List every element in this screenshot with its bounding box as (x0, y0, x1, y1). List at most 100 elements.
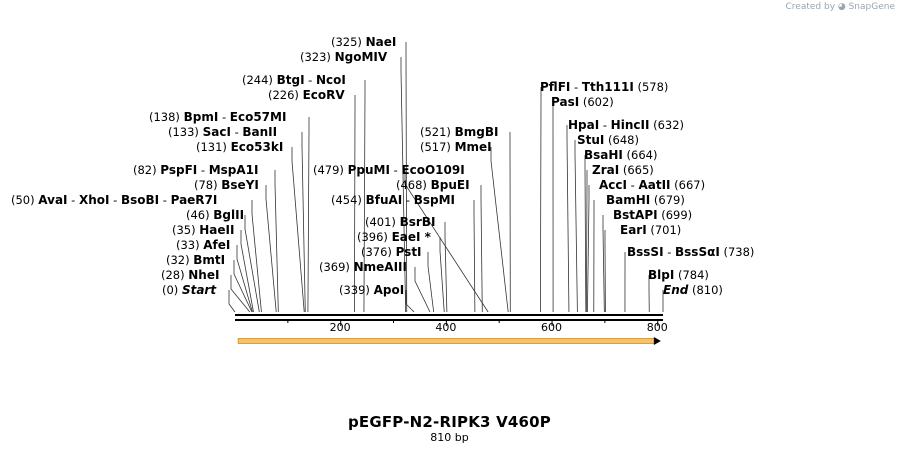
enzyme-name: AccI (599, 178, 627, 192)
site-label[interactable]: BlpI (784) (648, 268, 709, 282)
site-label[interactable]: BssSI - BssSαI (738) (627, 245, 754, 259)
plasmid-title: pEGFP-N2-RIPK3 V460P (347, 413, 552, 431)
enzyme-name: SacI (203, 125, 231, 139)
enzyme-name: ZraI (592, 163, 619, 177)
site-label[interactable]: (323) NgoMIV (300, 50, 388, 64)
site-position: (323) (300, 50, 335, 64)
site-label[interactable]: (28) NheI (161, 268, 219, 282)
site-label[interactable]: (35) HaeII (172, 223, 234, 237)
enzyme-name: BtgI (277, 73, 305, 87)
site-position: (701) (647, 223, 682, 237)
name-separator: - (68, 193, 79, 207)
site-label[interactable]: EarI (701) (620, 223, 681, 237)
leader-line (233, 260, 253, 313)
enzyme-name: BmtI (193, 253, 225, 267)
site-label[interactable]: (401) BsrBI (365, 215, 435, 229)
site-label[interactable]: (479) PpuMI - EcoO109I (313, 163, 465, 177)
enzyme-name: EaeI * (392, 230, 432, 244)
enzyme-name: BsaHI (584, 148, 623, 162)
site-label[interactable]: (78) BseYI (194, 178, 259, 192)
leader-line (363, 80, 366, 313)
enzyme-name: HaeII (199, 223, 234, 237)
site-label[interactable]: (468) BpuEI (396, 178, 470, 192)
tick-label: 600 (541, 321, 562, 334)
site-position: (339) (339, 283, 374, 297)
enzyme-name: EcoO109I (401, 163, 464, 177)
enzyme-name: NcoI (316, 73, 346, 87)
site-label[interactable]: ZraI (665) (592, 163, 654, 177)
site-label[interactable]: (32) BmtI (166, 253, 225, 267)
tick-label: 400 (435, 321, 456, 334)
site-position: (35) (172, 223, 199, 237)
enzyme-name: Start (182, 283, 217, 297)
site-label[interactable]: (244) BtgI - NcoI (242, 73, 346, 87)
site-label[interactable]: (396) EaeI * (357, 230, 432, 244)
site-label[interactable]: (517) MmeI (420, 140, 492, 154)
site-label[interactable]: (131) Eco53kI (196, 140, 283, 154)
site-label[interactable]: (133) SacI - BanII (168, 125, 277, 139)
enzyme-name: HpaI (568, 118, 599, 132)
site-position: (699) (658, 208, 693, 222)
site-position: (784) (674, 268, 709, 282)
leader-line (414, 267, 431, 313)
site-label[interactable]: (33) AfeI (176, 238, 230, 252)
site-position: (468) (396, 178, 431, 192)
enzyme-name: BspMI (414, 193, 455, 207)
plasmid-length: 810 bp (430, 431, 469, 444)
site-position: (369) (319, 260, 354, 274)
enzyme-name: BmgBI (455, 125, 499, 139)
enzyme-name: BsoBI (121, 193, 159, 207)
enzyme-name: Tth111I (582, 80, 634, 94)
site-position: (131) (196, 140, 231, 154)
site-position: (82) (133, 163, 160, 177)
leader-line (405, 42, 408, 313)
site-label[interactable]: PasI (602) (551, 95, 614, 109)
site-label[interactable]: StuI (648) (577, 133, 639, 147)
site-label[interactable]: AccI - AatII (667) (599, 178, 705, 192)
enzyme-name: ApoI (374, 283, 405, 297)
enzyme-name: BanII (242, 125, 277, 139)
site-label[interactable]: (339) ApoI (339, 283, 404, 297)
leader-line (400, 57, 407, 313)
site-label[interactable]: End (810) (663, 283, 723, 297)
site-position: (244) (242, 73, 277, 87)
site-label[interactable]: (138) BpmI - Eco57MI (149, 110, 286, 124)
site-label[interactable]: (521) BmgBI (420, 125, 498, 139)
enzyme-name: AatII (638, 178, 670, 192)
site-position: (664) (623, 148, 658, 162)
site-position: (667) (671, 178, 706, 192)
tick-label: 200 (330, 321, 351, 334)
feature-body[interactable] (237, 338, 656, 344)
snapgene-credit: Created by ◕ SnapGene (785, 2, 896, 12)
enzyme-name: PpuMI (348, 163, 390, 177)
site-label[interactable]: BsaHI (664) (584, 148, 658, 162)
name-separator: - (402, 193, 413, 207)
leader-line (584, 155, 587, 313)
site-position: (810) (688, 283, 723, 297)
site-position: (50) (11, 193, 38, 207)
leader-line (265, 185, 277, 313)
site-label[interactable]: (50) AvaI - XhoI - BsoBI - PaeR7I (11, 193, 217, 207)
leader-line (307, 117, 310, 313)
enzyme-name: HincII (611, 118, 650, 132)
leader-line (439, 237, 445, 313)
name-separator: - (627, 178, 638, 192)
site-label[interactable]: (376) PstI (361, 245, 422, 259)
site-label[interactable]: HpaI - HincII (632) (568, 118, 684, 132)
site-label[interactable]: (325) NaeI (331, 35, 396, 49)
leader-line (490, 147, 509, 313)
enzyme-name: BpmI (184, 110, 219, 124)
site-label[interactable]: (226) EcoRV (268, 88, 345, 102)
enzyme-name: PstI (396, 245, 422, 259)
leader-line (473, 200, 476, 313)
site-label[interactable]: (369) NmeAIII (319, 260, 407, 274)
site-label[interactable]: PflFI - Tth111I (578) (540, 80, 668, 94)
name-separator: - (599, 118, 610, 132)
site-label[interactable]: (454) BfuAI - BspMI (331, 193, 455, 207)
enzyme-name: AfeI (203, 238, 230, 252)
site-label[interactable]: (46) BglII (186, 208, 244, 222)
site-label[interactable]: (0) Start (162, 283, 217, 297)
site-label[interactable]: BstAPI (699) (613, 208, 692, 222)
site-label[interactable]: BamHI (679) (606, 193, 685, 207)
site-label[interactable]: (82) PspFI - MspA1I (133, 163, 259, 177)
